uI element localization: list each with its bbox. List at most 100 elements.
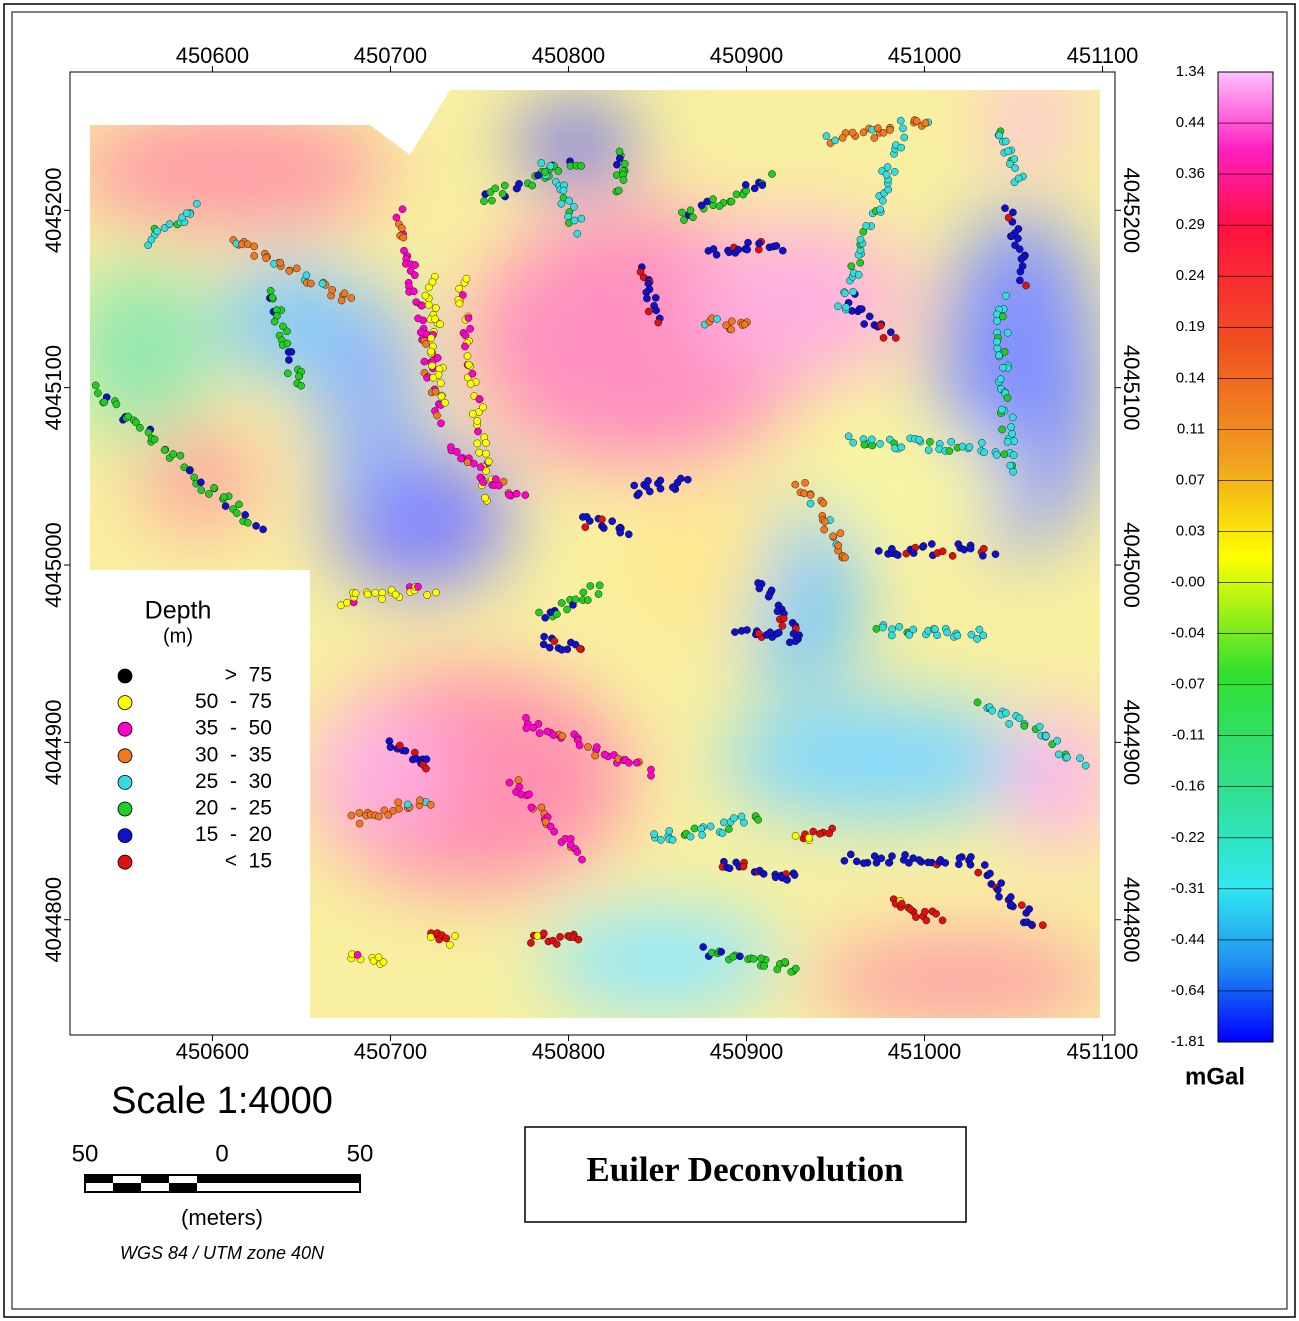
euler-solution: [479, 403, 487, 412]
euler-solution: [912, 913, 920, 921]
euler-solution: [1007, 423, 1015, 431]
euler-solution: [825, 829, 834, 838]
euler-solution: [270, 259, 278, 268]
euler-solution: [556, 933, 564, 941]
euler-solution: [1015, 714, 1024, 723]
euler-solution: [176, 451, 185, 460]
euler-solution: [805, 834, 813, 842]
euler-solution: [759, 870, 768, 878]
euler-solution: [888, 631, 896, 640]
euler-solution: [632, 758, 641, 767]
euler-solution: [1081, 761, 1090, 770]
euler-solution: [283, 339, 292, 348]
legend-dot: [117, 748, 133, 764]
euler-solution: [926, 438, 934, 446]
colorbar-label: -0.64: [1171, 982, 1205, 999]
euler-solution: [821, 517, 829, 526]
euler-solution: [546, 162, 555, 170]
euler-solution: [266, 286, 275, 295]
euler-solution: [431, 387, 440, 396]
euler-solution: [764, 592, 773, 601]
euler-solution: [874, 124, 882, 132]
euler-solution: [953, 631, 962, 640]
euler-solution: [343, 598, 351, 607]
euler-solution: [876, 439, 884, 448]
euler-solution: [709, 245, 718, 253]
euler-solution: [1015, 245, 1024, 253]
euler-solution: [872, 625, 881, 633]
euler-solution: [244, 519, 252, 527]
euler-solution: [941, 859, 950, 867]
euler-solution: [340, 289, 349, 298]
euler-solution: [1035, 722, 1044, 731]
euler-solution: [442, 934, 451, 943]
title: Euiler Deconvolution: [586, 1150, 903, 1189]
euler-solution: [401, 747, 410, 755]
euler-solution: [262, 254, 270, 262]
euler-solution: [999, 363, 1007, 372]
scale-bar-label: 50: [72, 1140, 99, 1167]
euler-solution: [1053, 736, 1061, 745]
euler-solution: [755, 584, 764, 593]
x-tick-label: 450700: [354, 1039, 427, 1064]
euler-solution: [842, 303, 850, 312]
colorbar-label: -0.22: [1171, 829, 1205, 846]
euler-solution: [630, 481, 639, 490]
euler-solution: [955, 854, 964, 862]
euler-solution: [713, 315, 721, 323]
euler-solution: [397, 224, 406, 232]
euler-solution: [165, 220, 174, 228]
euler-solution: [537, 803, 546, 812]
colorbar-label: 0.14: [1176, 369, 1205, 386]
euler-solution: [791, 480, 800, 489]
euler-solution: [915, 435, 924, 444]
euler-solution: [386, 743, 395, 752]
euler-solution: [879, 333, 888, 342]
euler-solution: [921, 119, 930, 127]
euler-solution: [754, 629, 763, 638]
colorbar-unit: mGal: [1185, 1063, 1245, 1090]
euler-solution: [461, 342, 469, 351]
euler-solution: [457, 454, 465, 463]
colorbar-label: -0.04: [1171, 625, 1205, 642]
euler-solution: [965, 443, 974, 451]
euler-solution: [966, 544, 975, 553]
euler-solution: [768, 170, 776, 178]
euler-solution: [619, 176, 628, 184]
euler-solution: [767, 586, 776, 595]
colorbar-label: 1.34: [1176, 63, 1205, 80]
euler-solution: [153, 227, 161, 235]
euler-solution: [429, 373, 438, 382]
euler-solution: [347, 811, 356, 820]
scale-bar-label: 50: [347, 1140, 374, 1167]
euler-solution: [185, 466, 194, 475]
euler-solution: [426, 933, 435, 941]
euler-solution: [445, 941, 454, 949]
euler-solution: [488, 196, 496, 205]
euler-solution: [573, 848, 582, 856]
euler-solution: [268, 293, 277, 302]
euler-solution: [669, 483, 677, 492]
euler-solution: [791, 637, 800, 646]
y-tick-label: 4045200: [1119, 168, 1144, 254]
euler-solution: [999, 312, 1007, 321]
euler-solution: [783, 876, 791, 884]
euler-solution: [283, 369, 292, 378]
euler-solution: [841, 553, 849, 562]
euler-solution: [591, 751, 599, 760]
euler-solution: [891, 444, 899, 453]
euler-solution: [235, 500, 243, 509]
euler-solution: [394, 798, 402, 807]
euler-solution: [625, 530, 633, 539]
euler-solution: [197, 478, 205, 487]
euler-solution: [482, 449, 490, 458]
colorbar-label: -0.11: [1172, 727, 1205, 744]
euler-solution: [613, 160, 621, 169]
euler-solution: [473, 439, 482, 448]
euler-solution: [943, 628, 952, 637]
euler-solution: [422, 340, 430, 348]
x-tick-label: 450600: [176, 1039, 249, 1064]
euler-solution: [743, 626, 751, 634]
euler-solution: [1007, 893, 1015, 901]
euler-solution: [831, 136, 840, 145]
